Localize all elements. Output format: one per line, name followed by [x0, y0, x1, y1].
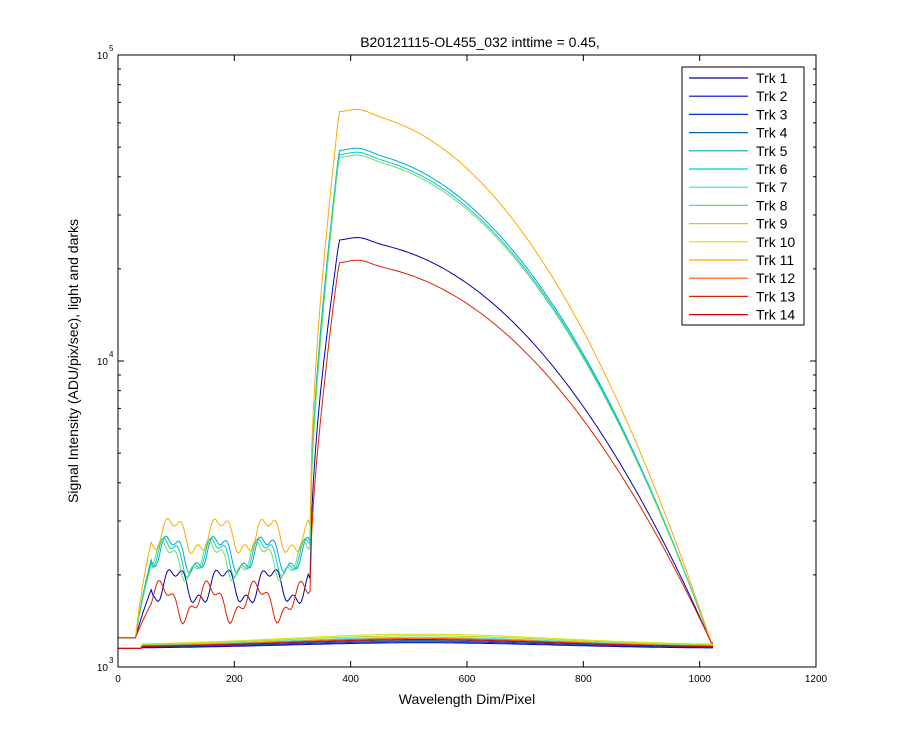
series-line — [118, 151, 713, 644]
y-tick-label-exponent: 3 — [109, 656, 114, 665]
legend-label: Trk 6 — [756, 161, 788, 177]
legend-label: Trk 2 — [756, 88, 788, 104]
series-line — [118, 635, 713, 649]
legend-label: Trk 3 — [756, 106, 788, 122]
series-line — [118, 639, 713, 649]
y-tick-label-exponent: 4 — [109, 350, 114, 359]
y-axis-label: Signal Intensity (ADU/pix/sec), light an… — [65, 219, 81, 503]
series-line — [118, 108, 713, 644]
series-line — [118, 642, 713, 649]
legend-label: Trk 5 — [756, 143, 788, 159]
legend-label: Trk 14 — [756, 307, 795, 323]
legend-label: Trk 10 — [756, 234, 795, 250]
y-tick-label-base: 10 — [97, 51, 109, 62]
chart-title: B20121115-OL455_032 inttime = 0.45, — [360, 34, 600, 50]
x-tick-label: 400 — [342, 674, 359, 685]
x-tick-label: 200 — [226, 674, 243, 685]
legend-label: Trk 12 — [756, 270, 795, 286]
legend-box — [681, 66, 805, 326]
series-line — [118, 637, 713, 649]
series-line — [118, 147, 713, 644]
legend-label: Trk 13 — [756, 288, 795, 304]
legend: Trk 1 Trk 2 Trk 3 Trk 4 Trk 5 Trk 6 Trk 7 Trk 8… — [681, 66, 805, 326]
x-axis-label: Wavelength Dim/Pixel — [399, 691, 535, 707]
series-layer — [118, 108, 714, 649]
legend-label: Trk 8 — [756, 197, 788, 213]
series-line — [118, 154, 713, 644]
y-tick-label-exponent: 5 — [109, 44, 114, 53]
legend-label: Trk 4 — [756, 125, 788, 141]
series-line — [118, 636, 714, 649]
legend-label: Trk 11 — [756, 252, 794, 268]
y-tick-label-base: 10 — [97, 663, 109, 674]
series-line — [118, 641, 713, 649]
series-line — [118, 259, 713, 644]
legend-label: Trk 1 — [756, 70, 788, 86]
x-tick-label: 800 — [575, 674, 592, 685]
legend-label: Trk 7 — [756, 179, 788, 195]
series-line — [118, 633, 714, 649]
series-line — [118, 236, 713, 644]
x-tick-label: 0 — [115, 674, 121, 685]
x-tick-label: 1200 — [805, 674, 828, 685]
x-tick-label: 600 — [459, 674, 476, 685]
legend-label: Trk 9 — [756, 216, 788, 232]
x-tick-label: 1000 — [689, 674, 712, 685]
y-tick-label-base: 10 — [97, 357, 109, 368]
